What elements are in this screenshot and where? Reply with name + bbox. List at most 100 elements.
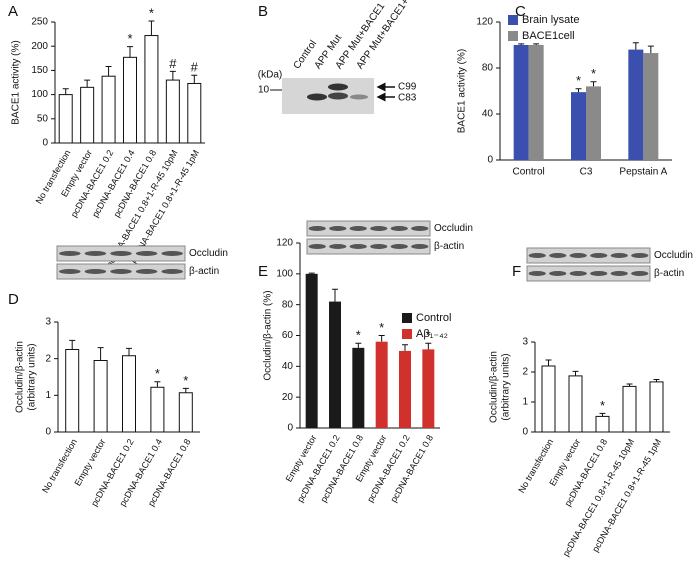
error-bar <box>182 387 189 393</box>
mw-marker: 10 <box>258 85 270 96</box>
bar <box>80 86 95 144</box>
y-tick-label: 3 <box>522 337 528 348</box>
bar <box>65 349 80 433</box>
band <box>610 271 628 276</box>
significance-label: * <box>183 373 188 388</box>
blot-strip <box>526 265 651 282</box>
error-bar <box>191 74 198 84</box>
bar <box>144 35 159 144</box>
band <box>84 269 107 274</box>
band <box>549 271 567 276</box>
panel-letter: B <box>258 3 268 20</box>
bar <box>586 86 601 160</box>
error-bar <box>378 335 385 342</box>
significance-label: # <box>169 56 177 71</box>
band <box>329 244 347 249</box>
band <box>549 253 567 258</box>
bar <box>628 49 644 160</box>
y-tick-label: 0 <box>487 155 493 166</box>
error-bar <box>69 339 76 350</box>
y-tick-label: 120 <box>476 17 493 28</box>
x-tick-label: Control <box>513 167 545 178</box>
band <box>631 253 649 258</box>
bar <box>399 350 411 428</box>
bar <box>649 381 664 433</box>
bar <box>622 385 637 433</box>
error-bar <box>533 43 540 45</box>
error-bar <box>62 88 69 95</box>
blot-strip <box>306 220 431 237</box>
significance-label: * <box>426 328 431 343</box>
significance-label: * <box>127 31 132 46</box>
panel-letter: E <box>258 263 268 280</box>
significance-label: * <box>576 73 581 88</box>
x-tick-label: pcDNA-BACE1 0.2 <box>295 433 342 504</box>
y-tick-label: 1 <box>522 397 528 408</box>
y-tick-label: 0 <box>287 423 293 434</box>
band <box>328 92 348 100</box>
bar <box>595 415 610 433</box>
blot-strip <box>306 238 431 255</box>
band <box>411 244 429 249</box>
y-tick-label: 150 <box>31 65 48 76</box>
blot-label: β-actin <box>189 266 219 277</box>
band <box>110 251 132 256</box>
error-bar <box>126 347 132 356</box>
error-bar <box>590 81 597 87</box>
y-tick-label: 1 <box>45 390 51 401</box>
band <box>390 226 408 231</box>
bar <box>123 56 137 144</box>
bar <box>541 365 556 433</box>
band <box>308 226 326 231</box>
blot-label: Occludin <box>434 223 473 234</box>
error-bar <box>575 88 582 93</box>
band <box>370 244 388 249</box>
bar <box>58 94 73 144</box>
blot-label: Occludin <box>654 250 693 261</box>
error-bar <box>626 383 633 387</box>
band <box>569 271 587 276</box>
band <box>569 253 587 258</box>
significance-label: * <box>591 66 596 81</box>
error-bar <box>355 342 362 348</box>
band <box>370 226 388 231</box>
blot-strip <box>526 247 651 264</box>
y-axis-label: BACE1 activity (%) <box>11 40 22 124</box>
y-tick-label: 0 <box>522 427 528 438</box>
blot-b: B (kDa) 10 Control APP Mut APP Mut+BACE1… <box>258 0 419 114</box>
bar <box>329 301 341 428</box>
bar <box>422 349 435 428</box>
legend-swatch <box>402 329 412 339</box>
error-bar <box>332 288 338 302</box>
legend-swatch <box>508 15 518 25</box>
error-bar <box>105 66 112 77</box>
y-axis-label: Occludin/β-actin <box>489 351 500 423</box>
y-tick-label: 2 <box>45 353 51 364</box>
bar <box>178 392 193 433</box>
bar <box>513 45 529 160</box>
y-axis-label: Occludin/β-actin (%) <box>263 290 274 380</box>
y-tick-label: 120 <box>276 238 293 249</box>
y-axis-label: Occludin/β-actin <box>15 341 26 413</box>
y-tick-label: 200 <box>31 41 48 52</box>
x-tick-label: pcDNA-BACE1 0.8 <box>388 433 435 504</box>
y-tick-label: 20 <box>282 392 294 403</box>
error-bar <box>425 342 432 350</box>
x-tick-label: pcDNA-BACE1 0.8 <box>318 433 365 504</box>
y-axis-label: BACE1 activity (%) <box>457 49 468 133</box>
band-label: C83 <box>398 93 417 104</box>
y-tick-label: 80 <box>282 299 294 310</box>
y-axis-label: (arbitrary units) <box>501 353 512 420</box>
band <box>308 244 326 249</box>
panel-letter: D <box>8 291 19 308</box>
band <box>59 251 81 256</box>
significance-label: * <box>379 320 384 335</box>
bar <box>352 347 365 428</box>
bar <box>528 45 544 160</box>
y-tick-label: 250 <box>31 17 48 28</box>
significance-label: * <box>600 398 605 413</box>
x-tick-label: pcDNA-BACE1 0.2 <box>365 433 412 504</box>
y-tick-label: 0 <box>42 138 48 149</box>
y-tick-label: 50 <box>37 113 49 124</box>
